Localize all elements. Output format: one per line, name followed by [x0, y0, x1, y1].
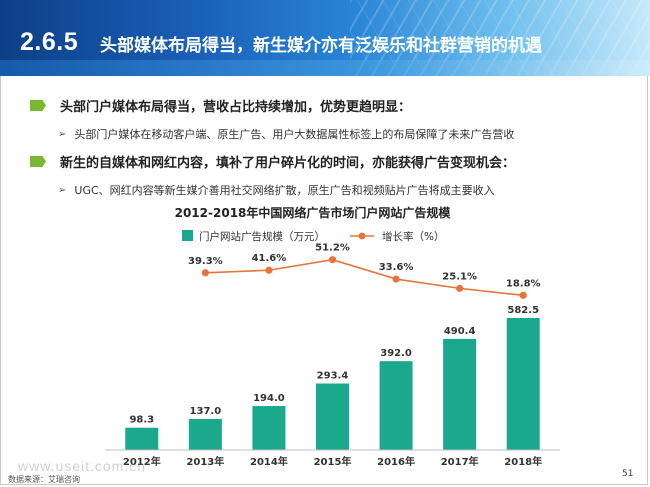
arrow-right-icon: ➢ — [58, 128, 67, 140]
sub-bullet-1: ➢ 头部门户媒体在移动客户端、原生广告、用户大数据属性标签上的布局保障了未来广告… — [58, 126, 514, 142]
bullet-1-text: 头部门户媒体布局得当，营收占比持续增加，优势更趋明显： — [60, 100, 412, 115]
growth-point-3 — [328, 256, 337, 264]
growth-label-5: 25.1% — [442, 271, 477, 282]
slide-header: 2.6.5 头部媒体布局得当，新生媒介亦有泛娱乐和社群营销的机遇 — [0, 0, 650, 76]
legend-swatch-bar — [182, 230, 193, 241]
portal-ad-chart: 2012-2018年中国网络广告市场门户网站广告规模门户网站广告规模（万元） 增长… — [60, 200, 565, 470]
growth-point-2 — [265, 266, 273, 274]
data-source: 数据来源：艾瑞咨询 — [8, 475, 80, 484]
bar-4 — [379, 361, 413, 450]
growth-label-4: 33.6% — [379, 262, 414, 273]
growth-point-1 — [201, 269, 209, 277]
legend-label-bar: 门户网站广告规模（万元） — [199, 230, 325, 243]
bar-5 — [443, 338, 477, 450]
chart-title: 2012-2018年中国网络广告市场门户网站广告规模 — [175, 205, 452, 220]
bar-3 — [316, 383, 349, 450]
bar-label-5: 490.4 — [444, 326, 476, 337]
bullet-2-text: 新生的自媒体和网红内容，填补了用户碎片化的时间，亦能获得广告变现机会： — [60, 156, 516, 171]
growth-point-5 — [456, 284, 464, 292]
sub-bullet-2-text: UGC、网红内容等新生媒介善用社交网络扩散，原生广告和视频贴片广告将成主要收入 — [74, 184, 495, 197]
legend-label-line: 增长率（%） — [382, 230, 444, 243]
bar-6 — [506, 318, 540, 450]
x-tick-label-0: 2012年 — [123, 455, 161, 468]
watermark: www.useit.com.cn — [18, 458, 147, 474]
bar-2 — [252, 406, 286, 450]
sub-bullet-2: ➢ UGC、网红内容等新生媒介善用社交网络扩散，原生广告和视频贴片广告将成主要收… — [58, 182, 495, 198]
bullet-flag-icon — [30, 156, 46, 167]
chart-background — [60, 200, 565, 470]
header-strip — [0, 60, 650, 76]
growth-label-3: 51.2% — [315, 243, 350, 254]
page-number: 51 — [622, 469, 634, 479]
bar-label-2: 194.0 — [253, 393, 285, 404]
bar-label-4: 392.0 — [380, 348, 412, 359]
growth-point-6 — [519, 291, 527, 299]
bar-0 — [125, 427, 159, 450]
growth-label-2: 41.6% — [252, 253, 287, 264]
bullet-flag-icon — [30, 100, 46, 111]
sub-bullet-1-text: 头部门户媒体在移动客户端、原生广告、用户大数据属性标签上的布局保障了未来广告营收 — [74, 128, 515, 141]
bullet-1: 头部门户媒体布局得当，营收占比持续增加，优势更趋明显： — [30, 96, 411, 115]
legend-marker-line — [358, 232, 366, 240]
x-tick-label-4: 2016年 — [377, 455, 415, 468]
growth-rate-line — [205, 258, 524, 297]
x-tick-label-5: 2017年 — [441, 455, 479, 468]
x-tick-label-1: 2013年 — [186, 455, 224, 468]
arrow-right-icon: ➢ — [58, 184, 67, 196]
bar-label-1: 137.0 — [190, 406, 222, 417]
section-number: 2.6.5 — [20, 28, 79, 56]
x-tick-label-2: 2014年 — [250, 455, 288, 468]
growth-point-4 — [392, 275, 400, 283]
slide-title: 头部媒体布局得当，新生媒介亦有泛娱乐和社群营销的机遇 — [100, 36, 542, 56]
x-tick-label-6: 2018年 — [504, 455, 542, 468]
x-tick-label-3: 2015年 — [314, 455, 352, 468]
growth-label-1: 39.3% — [188, 256, 223, 267]
growth-label-6: 18.8% — [506, 278, 541, 289]
bar-1 — [188, 418, 222, 450]
bar-label-3: 293.4 — [317, 371, 349, 382]
bar-label-0: 98.3 — [129, 415, 154, 426]
bullet-2: 新生的自媒体和网红内容，填补了用户碎片化的时间，亦能获得广告变现机会： — [30, 152, 515, 171]
bar-label-6: 582.5 — [507, 305, 539, 316]
